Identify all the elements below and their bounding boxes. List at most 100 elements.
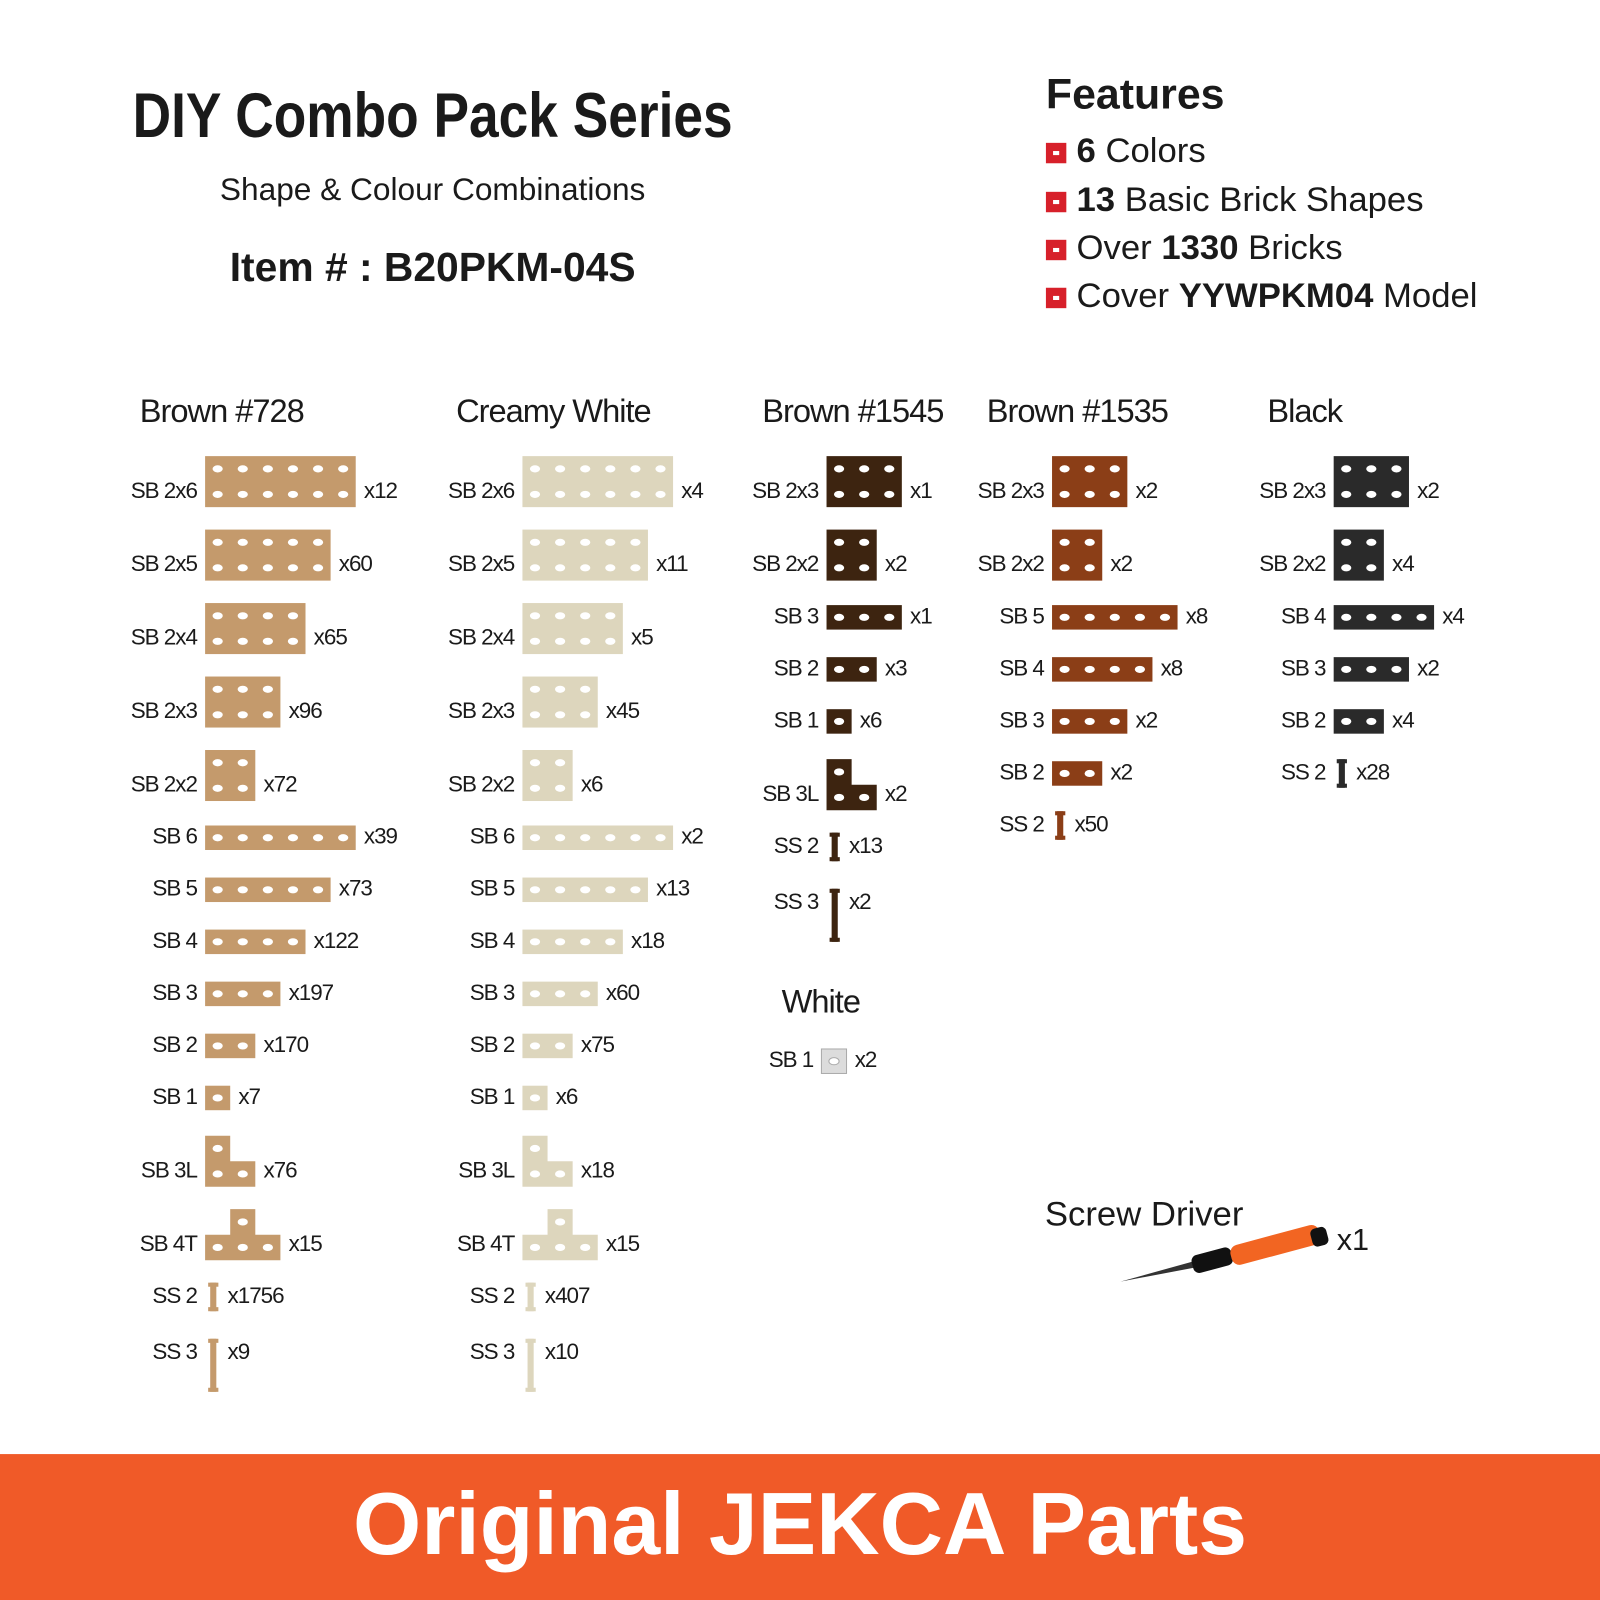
- feature-part: Model: [1373, 277, 1477, 315]
- stud-hole: [312, 538, 324, 546]
- part-label: SB 2x5: [131, 551, 198, 576]
- part: [826, 605, 902, 630]
- part-label: SS 3: [152, 1339, 197, 1364]
- stud-hole: [529, 938, 541, 946]
- stud-hole: [1416, 613, 1427, 621]
- part: [522, 676, 598, 728]
- feature: 13 Basic Brick Shapes: [1077, 181, 1424, 219]
- stud-hole: [1084, 490, 1095, 498]
- part-qty: x2: [1417, 478, 1439, 503]
- part-label: SB 3: [1281, 655, 1326, 680]
- part-label: SB 5: [152, 876, 197, 901]
- part-label: SB 2x6: [131, 478, 198, 503]
- stud-hole: [287, 490, 299, 498]
- stud-hole: [555, 637, 566, 645]
- part-qty: x122: [314, 928, 359, 953]
- stud-hole: [529, 711, 541, 719]
- brick: [205, 529, 331, 581]
- screw-driver-icon: [1120, 1224, 1329, 1282]
- brick: [205, 825, 356, 850]
- stud-hole: [1109, 465, 1120, 473]
- stud-hole: [237, 564, 248, 572]
- brick: [522, 529, 648, 581]
- stud-hole: [859, 490, 870, 498]
- stud-hole: [237, 490, 248, 498]
- stud-hole: [630, 538, 641, 546]
- stud-hole: [1059, 613, 1070, 621]
- stud-hole: [859, 538, 870, 546]
- part-qty: x65: [314, 625, 348, 650]
- stud-hole: [605, 612, 616, 620]
- part: [208, 1282, 219, 1312]
- stud-hole: [580, 612, 591, 620]
- part-label: SB 6: [470, 824, 515, 849]
- part-label: SS 2: [1281, 759, 1326, 784]
- stud-hole: [237, 834, 248, 842]
- part: [525, 1282, 536, 1312]
- stud-hole: [630, 886, 641, 894]
- stud-hole: [529, 637, 541, 645]
- stud-hole: [605, 637, 616, 645]
- part: [826, 529, 877, 581]
- brick: [1052, 456, 1128, 508]
- part: [205, 676, 281, 728]
- screw: [831, 888, 838, 942]
- part-label: SB 4T: [140, 1231, 199, 1256]
- part-qty: x10: [545, 1339, 579, 1364]
- stud-hole: [1391, 465, 1402, 473]
- stud-hole: [287, 538, 299, 546]
- stud-hole: [287, 564, 299, 572]
- part-qty: x2: [849, 889, 871, 914]
- brick: [205, 750, 256, 802]
- part-qty: x72: [263, 772, 297, 797]
- part-label: SB 2x3: [448, 698, 515, 723]
- stud-hole: [859, 564, 870, 572]
- stud-hole: [1084, 665, 1095, 673]
- screw: [527, 1282, 534, 1312]
- part-label: SB 2x3: [131, 698, 198, 723]
- part: [205, 1085, 231, 1111]
- stud-hole: [1366, 538, 1377, 546]
- stud-hole: [262, 886, 273, 894]
- feature-part: YYWPKM04: [1179, 277, 1374, 315]
- feature: Over 1330 Bricks: [1077, 229, 1343, 267]
- stud-hole: [262, 990, 273, 998]
- stud-hole: [1391, 665, 1402, 673]
- part-label: SB 2x3: [978, 478, 1045, 503]
- stud-hole: [580, 564, 591, 572]
- part: [522, 1135, 573, 1187]
- part-label: SB 2x2: [978, 551, 1045, 576]
- part-qty: x197: [289, 980, 334, 1005]
- stud-hole: [655, 490, 666, 498]
- part-label: SB 1: [774, 707, 819, 732]
- brick: [522, 750, 573, 802]
- brick: [205, 456, 356, 508]
- stud-hole: [237, 886, 248, 894]
- stud-hole: [555, 886, 566, 894]
- stud-hole: [1084, 538, 1095, 546]
- stud-hole: [237, 1218, 248, 1226]
- part-label: SB 4: [152, 928, 197, 953]
- stud-hole: [262, 564, 273, 572]
- tool-qty: x1: [1337, 1223, 1369, 1257]
- brick: [522, 456, 674, 508]
- screw-cap: [1055, 835, 1066, 840]
- part-label: SB 4: [470, 928, 515, 953]
- part-label: SS 3: [774, 889, 819, 914]
- stud-hole: [1341, 665, 1352, 673]
- part-label: SB 2x2: [1259, 551, 1326, 576]
- stud-hole: [237, 1243, 248, 1252]
- stud-hole: [833, 613, 845, 621]
- stud-hole: [212, 834, 223, 842]
- stud-hole: [655, 834, 666, 842]
- part-qty: x2: [885, 551, 907, 576]
- part-label: SB 3: [999, 707, 1044, 732]
- part-label: SB 2: [774, 655, 819, 680]
- part: [522, 825, 674, 850]
- part: [826, 759, 877, 811]
- part-qty: x6: [581, 772, 603, 797]
- stud-hole: [1341, 564, 1352, 572]
- stud-hole: [312, 834, 324, 842]
- part-qty: x75: [581, 1032, 615, 1057]
- stud-hole: [1059, 564, 1070, 572]
